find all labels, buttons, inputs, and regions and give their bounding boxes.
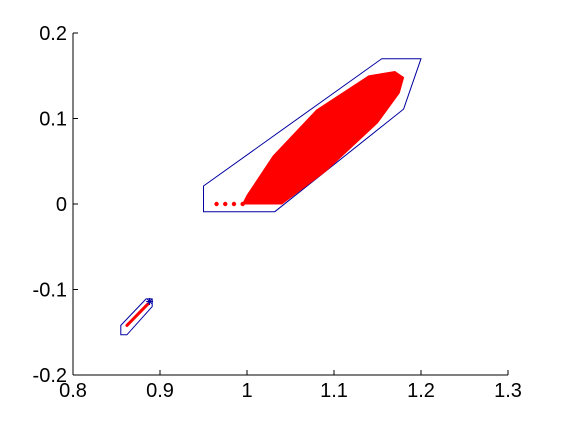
- x-tick-label: 1: [241, 380, 252, 402]
- x-tick-label: 1.2: [407, 380, 435, 402]
- y-tick-label: 0.1: [39, 109, 67, 131]
- y-tick-label: -0.2: [33, 365, 67, 387]
- x-tick-label: 0.9: [146, 380, 174, 402]
- x-tick-label: 1.3: [494, 380, 522, 402]
- upper-tail-point: [231, 201, 237, 207]
- x-tick-label: 0.8: [59, 380, 87, 402]
- labels-layer: 0.8 0.9 1 1.1 1.2 1.3 -0.2 -0.1 0 0.1 0.2: [33, 23, 522, 402]
- upper-tail-point: [223, 201, 228, 207]
- upper-hull-polygon: [203, 58, 422, 213]
- x-tick-label: 1.1: [320, 380, 348, 402]
- y-tick-label: -0.1: [33, 280, 67, 302]
- upper-tail-point: [240, 201, 245, 207]
- axes-layer: [72, 32, 509, 376]
- lower-region-segment: [125, 302, 150, 327]
- lower-star-marker: [146, 297, 154, 305]
- y-tick-label: 0: [56, 194, 67, 216]
- lower-hull-polygon: [120, 298, 153, 336]
- upper-region-fill: [241, 70, 405, 205]
- plot-layer: [120, 58, 422, 336]
- y-tick-label: 0.2: [39, 23, 67, 45]
- upper-tail-point: [214, 201, 219, 207]
